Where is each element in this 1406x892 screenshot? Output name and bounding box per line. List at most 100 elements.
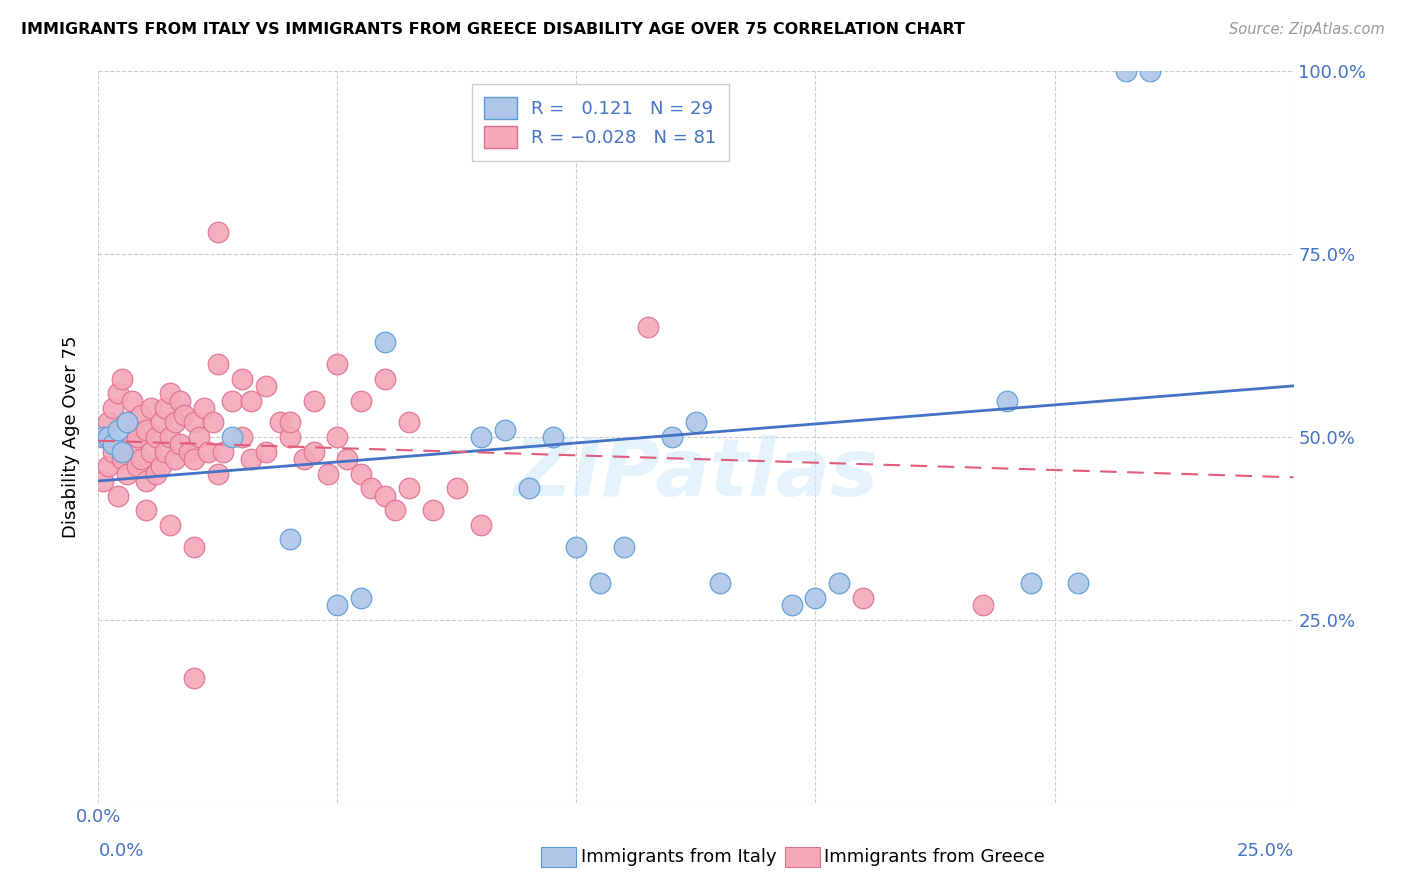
Point [326,599,349,613]
Point [828,576,851,591]
Point [292,452,315,467]
Point [231,430,253,444]
Point [135,474,157,488]
Point [374,334,396,349]
Point [240,393,263,408]
Text: 0.0%: 0.0% [98,842,143,860]
Point [135,423,157,437]
Point [221,393,243,408]
Point [163,452,186,467]
Point [159,430,181,444]
Point [107,386,129,401]
Point [350,467,373,481]
Point [91,430,114,444]
Point [131,452,153,467]
Point [661,430,683,444]
Point [97,459,120,474]
Point [155,444,177,458]
Point [179,444,201,458]
Point [446,481,468,495]
Point [149,459,172,474]
Point [111,444,134,458]
Point [145,430,167,444]
Point [384,503,406,517]
Text: Immigrants from Italy: Immigrants from Italy [581,848,776,866]
Point [374,489,396,503]
Point [240,452,263,467]
Point [422,503,444,517]
Point [183,416,205,430]
Point [278,416,301,430]
Point [972,599,994,613]
Point [231,371,253,385]
Point [254,444,277,458]
Point [145,467,167,481]
Point [207,225,229,239]
Point [278,533,301,547]
Point [97,416,120,430]
Point [278,430,301,444]
Point [470,430,492,444]
Point [221,430,243,444]
Point [360,481,382,495]
Y-axis label: Disability Age Over 75: Disability Age Over 75 [62,335,80,539]
Point [541,430,564,444]
Point [269,416,291,430]
Point [115,467,138,481]
Text: ZIPatlas: ZIPatlas [513,434,879,513]
Point [97,430,120,444]
Text: 25.0%: 25.0% [1236,842,1294,860]
Point [374,371,396,385]
Point [326,430,349,444]
Point [350,393,373,408]
Point [163,416,186,430]
Point [139,401,162,415]
Point [780,599,803,613]
Point [804,591,827,605]
Point [1067,576,1090,591]
Point [101,401,124,415]
Point [613,540,636,554]
Point [336,452,359,467]
Text: Source: ZipAtlas.com: Source: ZipAtlas.com [1229,22,1385,37]
Point [159,517,181,532]
Point [398,481,420,495]
Point [685,416,707,430]
Point [207,467,229,481]
Point [101,444,124,458]
Point [202,416,225,430]
Point [637,320,659,334]
Point [169,437,191,451]
Point [121,437,143,451]
Point [91,474,114,488]
Point [125,430,148,444]
Point [131,408,153,422]
Point [589,576,612,591]
Text: Immigrants from Greece: Immigrants from Greece [824,848,1045,866]
Point [398,416,420,430]
Point [302,444,325,458]
Point [135,503,157,517]
Point [121,393,143,408]
Point [193,401,215,415]
Point [852,591,875,605]
Point [115,416,138,430]
Point [207,357,229,371]
Point [139,444,162,458]
Point [709,576,731,591]
Point [149,416,172,430]
Point [302,393,325,408]
Point [517,481,540,495]
Point [155,401,177,415]
Point [470,517,492,532]
Point [211,444,233,458]
Point [111,452,134,467]
Point [183,672,205,686]
Point [183,540,205,554]
Point [169,393,191,408]
Point [107,423,129,437]
Point [565,540,588,554]
Point [1115,64,1137,78]
Point [494,423,516,437]
Point [254,379,277,393]
